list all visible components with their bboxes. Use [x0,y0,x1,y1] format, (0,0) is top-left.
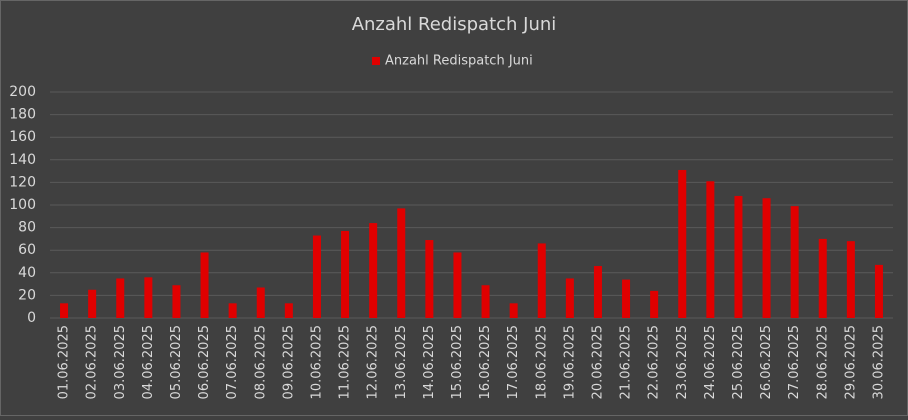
x-tick-label: 05.06.2025 [169,325,184,399]
x-tick-label: 06.06.2025 [197,325,212,399]
x-tick-label: 17.06.2025 [506,325,521,399]
x-tick-label: 19.06.2025 [562,325,577,399]
y-tick-label: 200 [9,84,36,100]
x-tick-label: 12.06.2025 [366,325,381,399]
x-tick-label: 10.06.2025 [309,325,324,399]
y-tick-label: 80 [18,220,36,236]
bar [706,181,715,318]
y-tick-label: 160 [9,129,36,145]
x-tick-label: 03.06.2025 [113,325,128,399]
legend-label: Anzahl Redispatch Juni [385,54,533,69]
bar [228,303,237,318]
bar [341,230,350,318]
x-tick-label: 16.06.2025 [478,325,493,399]
bar [734,195,743,318]
y-tick-label: 140 [9,152,36,168]
y-tick-label: 60 [18,242,36,258]
y-tick-label: 100 [9,197,36,213]
x-tick-label: 20.06.2025 [590,325,605,399]
x-tick-label: 15.06.2025 [450,325,465,399]
x-tick-label: 25.06.2025 [731,325,746,399]
y-tick-label: 40 [18,265,36,281]
bar [790,206,799,318]
x-tick-label: 22.06.2025 [647,325,662,399]
bar [622,279,631,318]
x-tick-label: 18.06.2025 [534,325,549,399]
bar [509,303,518,318]
bar [200,252,209,318]
x-tick-label: 11.06.2025 [338,325,353,399]
x-tick-label: 07.06.2025 [225,325,240,399]
x-tick-label: 13.06.2025 [394,325,409,399]
legend-swatch [372,57,380,65]
x-tick-label: 21.06.2025 [619,325,634,399]
bar [397,208,406,318]
bar [537,243,546,318]
bar [762,198,771,318]
bar [650,290,659,318]
bar [60,303,69,318]
x-tick-label: 02.06.2025 [85,325,100,399]
x-tick-label: 28.06.2025 [815,325,830,399]
bar [565,278,574,318]
y-tick-label: 0 [27,310,36,326]
bar [425,240,434,318]
bar [874,264,883,318]
bar [678,169,687,318]
bar [593,266,602,318]
x-tick-label: 04.06.2025 [141,325,156,399]
x-tick-label: 26.06.2025 [759,325,774,399]
x-tick-label: 01.06.2025 [57,325,72,399]
bar [481,285,490,318]
x-tick-label: 14.06.2025 [422,325,437,399]
bar [453,252,462,318]
bar [818,238,827,318]
bar [369,223,378,318]
bar [284,303,293,318]
x-tick-label: 29.06.2025 [843,325,858,399]
x-tick-label: 24.06.2025 [703,325,718,399]
bar [144,277,153,318]
y-tick-label: 120 [9,174,36,190]
bar [846,241,855,318]
chart-title: Anzahl Redispatch Juni [352,14,557,35]
y-tick-label: 20 [18,287,36,303]
bar [88,289,97,318]
y-tick-label: 180 [9,107,36,123]
bar [116,278,125,318]
x-tick-label: 08.06.2025 [253,325,268,399]
bar [256,287,265,318]
bar [312,235,321,318]
bar [172,285,181,318]
x-tick-label: 23.06.2025 [675,325,690,399]
x-tick-label: 27.06.2025 [787,325,802,399]
x-tick-label: 30.06.2025 [871,325,886,399]
x-tick-label: 09.06.2025 [281,325,296,399]
